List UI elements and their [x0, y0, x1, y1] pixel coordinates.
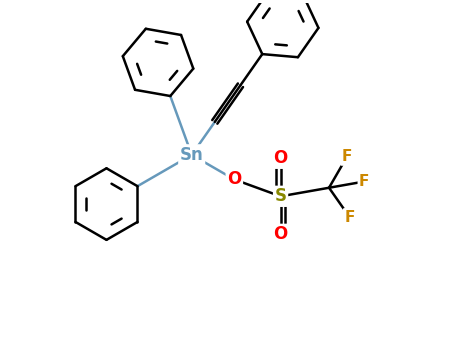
Text: O: O — [273, 225, 288, 243]
Text: F: F — [342, 149, 352, 164]
Text: O: O — [227, 170, 242, 188]
Text: O: O — [273, 149, 288, 167]
Text: F: F — [359, 174, 369, 189]
Text: Sn: Sn — [180, 146, 203, 164]
Text: F: F — [344, 210, 355, 225]
Text: S: S — [274, 187, 287, 205]
